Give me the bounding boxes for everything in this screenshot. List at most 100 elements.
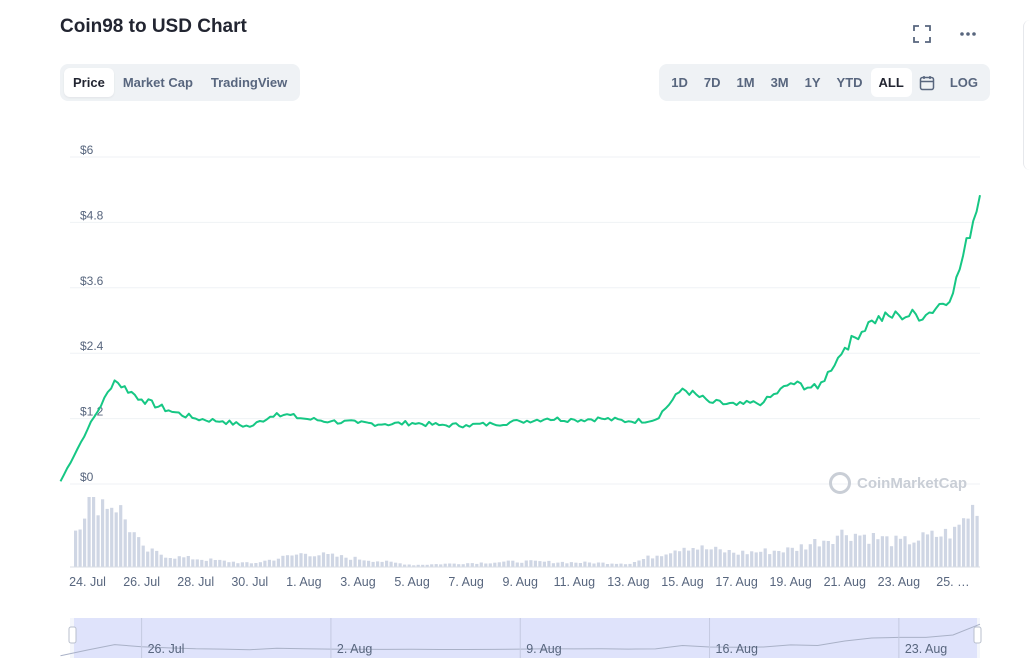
volume-bar [150, 548, 154, 567]
volume-bar [953, 526, 957, 567]
volume-bar [795, 550, 799, 567]
volume-bar [867, 543, 871, 567]
volume-bar [376, 561, 380, 567]
more-icon[interactable] [956, 22, 980, 46]
volume-bar [177, 556, 181, 567]
volume-bar [628, 563, 632, 567]
volume-bar [844, 535, 848, 567]
volume-bar [664, 554, 668, 567]
volume-bar [975, 515, 979, 567]
volume-bar [515, 562, 519, 567]
x-tick-label: 21. Aug [824, 575, 866, 589]
range-ytd[interactable]: YTD [836, 75, 863, 90]
navigator-tick-label: 23. Aug [905, 642, 947, 656]
volume-bar [74, 530, 78, 567]
calendar-icon[interactable] [912, 75, 942, 91]
volume-bar [614, 563, 619, 567]
volume-bar [335, 556, 339, 567]
x-tick-label: 5. Aug [394, 575, 429, 589]
volume-bar [191, 559, 195, 567]
volume-bar [574, 562, 578, 567]
navigator-selection [74, 618, 977, 658]
volume-bar [475, 563, 479, 567]
watermark-text: CoinMarketCap [857, 474, 968, 492]
volume-bar [339, 555, 344, 567]
volume-bar [488, 563, 492, 567]
volume-bar [691, 548, 695, 567]
volume-bar [583, 561, 587, 567]
range-1d[interactable]: 1D [671, 75, 688, 90]
y-tick-label: $1.2 [80, 405, 104, 419]
volume-bar [479, 562, 483, 567]
volume-bar [330, 553, 335, 567]
volume-bar [889, 546, 894, 567]
volume-bar [218, 559, 222, 567]
volume-bar [461, 564, 465, 567]
fullscreen-icon[interactable] [910, 22, 934, 46]
navigator-ticks: 26. Jul 2. Aug 9. Aug 16. Aug 23. Aug [141, 618, 947, 658]
range-1y[interactable]: 1Y [804, 75, 821, 90]
range-all[interactable]: ALL [870, 68, 912, 97]
volume-bar [641, 559, 646, 567]
volume-bar [687, 550, 691, 567]
volume-bar [605, 564, 610, 567]
volume-bar [957, 524, 961, 567]
y-axis: $0 $1.2 $2.4 $3.6 $4.8 $6 [80, 143, 104, 484]
side-panel-edge [1023, 20, 1030, 170]
volume-bar [894, 535, 898, 567]
y-tick-label: $6 [80, 143, 94, 157]
x-tick-label: 28. Jul [177, 575, 214, 589]
volume-bar [750, 551, 754, 567]
volume-bar [497, 562, 501, 567]
y-tick-label: $0 [80, 470, 94, 484]
volume-bar [367, 560, 371, 567]
x-tick-label: 1. Aug [286, 575, 321, 589]
range-3m[interactable]: 3M [770, 75, 789, 90]
navigator[interactable]: 26. Jul 2. Aug 9. Aug 16. Aug 23. Aug [60, 618, 982, 658]
volume-bar [533, 560, 537, 567]
volume-bar [632, 562, 637, 567]
volume-bar [646, 555, 650, 567]
volume-bar [862, 534, 866, 567]
volume-bar [948, 538, 952, 567]
volume-bar [885, 536, 889, 567]
volume-bar [741, 550, 745, 567]
volume-bar [637, 560, 641, 567]
tab-price[interactable]: Price [64, 68, 114, 97]
volume-bar [822, 540, 826, 567]
volume-bar [520, 562, 524, 567]
volume-bar [849, 540, 853, 567]
volume-bar [245, 562, 249, 567]
x-tick-label: 7. Aug [448, 575, 483, 589]
range-1m[interactable]: 1M [736, 75, 755, 90]
volume-bar [916, 540, 921, 567]
volume-bar [222, 560, 226, 567]
x-tick-label: 19. Aug [769, 575, 811, 589]
volume-bar [610, 563, 614, 567]
navigator-handle-right[interactable] [973, 626, 982, 644]
tab-tradingview[interactable]: TradingView [210, 75, 288, 90]
volume-bar [777, 551, 781, 567]
navigator-handle-left[interactable] [68, 626, 77, 644]
range-7d[interactable]: 7D [703, 75, 721, 90]
volume-bar [966, 518, 970, 567]
volume-bar [623, 564, 628, 567]
volume-bar [105, 508, 109, 567]
volume-bar [209, 558, 213, 567]
volume-bar [763, 548, 767, 567]
tab-market-cap[interactable]: Market Cap [122, 75, 193, 90]
watermark: CoinMarketCap [829, 472, 967, 494]
volume-bar [110, 507, 114, 567]
volume-bar [871, 533, 875, 567]
volume-bar [276, 558, 280, 567]
volume-bar [560, 561, 564, 567]
volume-bar [470, 563, 474, 567]
volume-bar [200, 559, 204, 567]
log-scale-toggle[interactable]: LOG [949, 75, 978, 90]
volume-bar [759, 551, 763, 567]
volume-bar [254, 563, 258, 567]
volume-bar [362, 560, 366, 567]
volume-bar [321, 552, 326, 567]
volume-bar [723, 552, 727, 567]
